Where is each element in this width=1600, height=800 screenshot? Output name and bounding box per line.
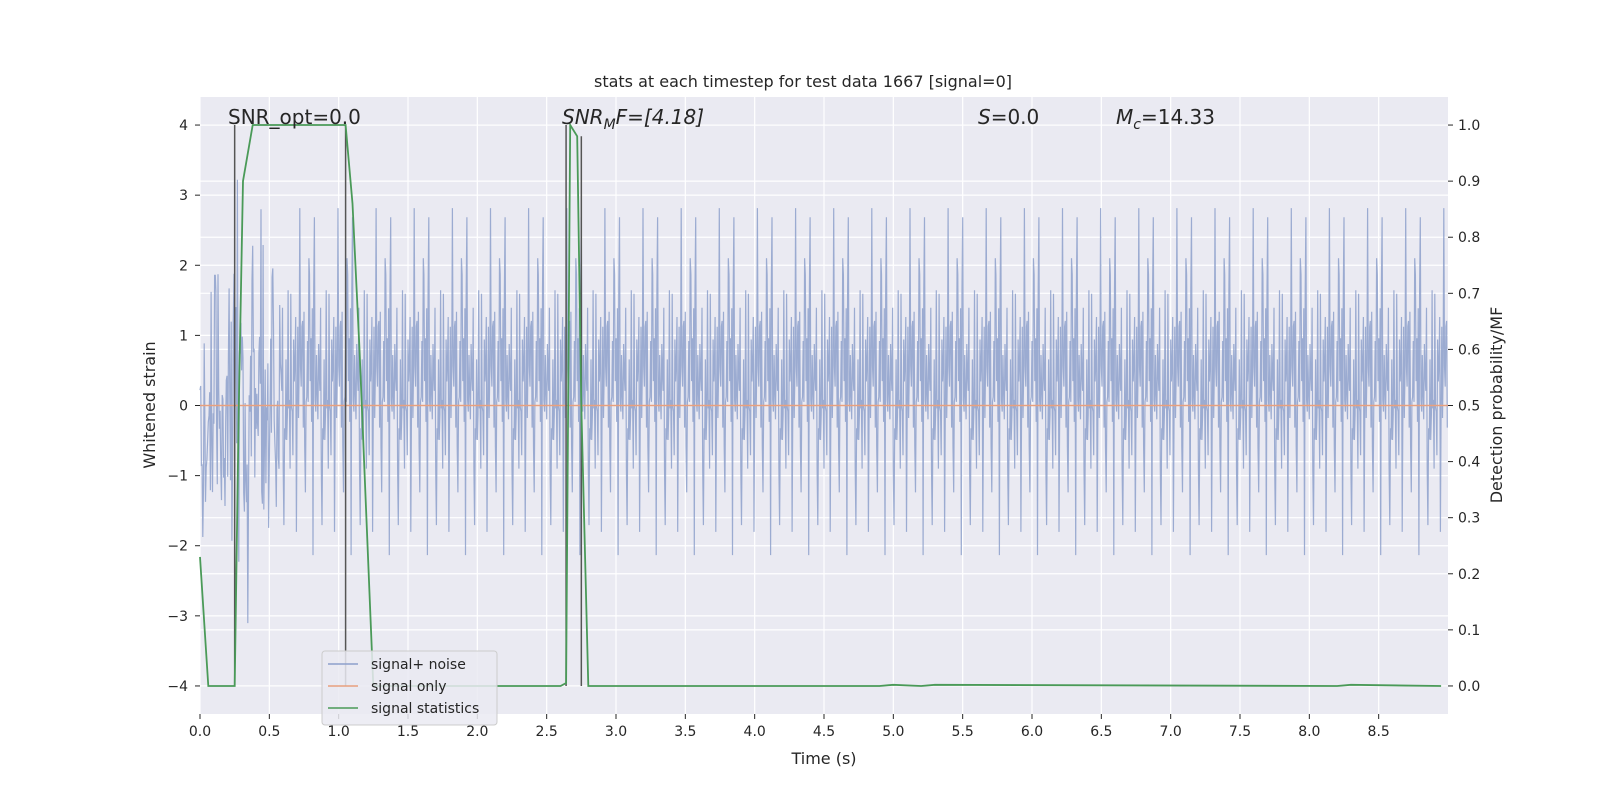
snr-opt-annotation: SNR_opt=0.0 [228,105,361,129]
x-tick-label: 3.5 [674,724,696,740]
x-tick-label: 3.0 [605,724,627,740]
signal-noise-series [199,179,1448,624]
left-y-tick-label: −4 [167,679,188,695]
right-y-axis-ticks: 1.0 0.9 0.8 0.7 0.6 0.5 0.4 0.3 0.2 0.1 0.0 [1448,118,1480,695]
mc-annotation: Mc=14.33 [1116,105,1215,133]
x-tick-label: 0.5 [258,724,280,740]
right-y-tick-label: 0.8 [1458,230,1480,246]
left-y-tick-label: 2 [179,258,188,274]
left-y-tick-label: 1 [179,328,188,344]
right-y-tick-label: 0.2 [1458,567,1480,583]
plot-area [199,97,1448,714]
x-tick-label: 5.5 [952,724,974,740]
s-annotation: S=0.0 [978,105,1039,129]
snr-mf-main: SNR [562,105,604,129]
mc-sub: c [1133,117,1141,133]
annotations: SNR_opt=0.0 SNRMF=[4.18] S=0.0 Mc=14.33 [228,105,1215,133]
x-tick-label: 8.0 [1298,724,1320,740]
x-tick-label: 6.5 [1090,724,1112,740]
mc-rest: =14.33 [1141,105,1215,129]
legend-label-signal-statistics: signal statistics [371,701,479,717]
right-y-tick-label: 0.6 [1458,342,1480,358]
right-y-tick-label: 0.5 [1458,399,1480,415]
x-tick-label: 1.5 [397,724,419,740]
s-main: S [978,105,991,129]
left-y-tick-label: −1 [167,469,188,485]
right-y-axis-label: Detection probability/MF [1487,307,1506,504]
right-y-tick-label: 0.7 [1458,286,1480,302]
s-rest: =0.0 [991,105,1040,129]
x-tick-label: 7.5 [1229,724,1251,740]
x-tick-label: 2.0 [466,724,488,740]
x-tick-label: 4.0 [744,724,766,740]
right-y-tick-label: 0.3 [1458,511,1480,527]
chart-title: stats at each timestep for test data 166… [594,72,1012,91]
x-tick-label: 6.0 [1021,724,1043,740]
legend-box [321,650,498,726]
left-y-tick-label: 0 [179,399,188,415]
x-tick-label: 4.5 [813,724,835,740]
right-y-tick-label: 1.0 [1458,118,1480,134]
left-y-tick-label: −2 [167,539,188,555]
left-y-tick-label: −3 [167,609,188,625]
left-y-tick-label: 4 [179,118,188,134]
x-tick-label: 1.0 [328,724,350,740]
right-y-tick-label: 0.4 [1458,455,1480,471]
snr-mf-rest: F=[4.18] [616,105,704,129]
right-y-tick-label: 0.9 [1458,174,1480,190]
legend-label-signal-only: signal only [371,679,446,695]
left-y-axis-ticks: 4 3 2 1 0 −1 −2 −3 −4 [167,118,200,695]
x-tick-label: 7.0 [1160,724,1182,740]
mc-main: M [1116,105,1133,129]
right-y-tick-label: 0.0 [1458,679,1480,695]
x-tick-label: 5.0 [882,724,904,740]
x-tick-label: 8.5 [1368,724,1390,740]
x-tick-label: 2.5 [536,724,558,740]
right-y-tick-label: 0.1 [1458,623,1480,639]
signal-noise-line [199,179,1448,624]
left-y-tick-label: 3 [179,188,188,204]
x-tick-label: 0.0 [189,724,211,740]
x-axis-label: Time (s) [790,749,856,768]
legend-label-signal-noise: signal+ noise [371,657,466,673]
snr-mf-sub: M [604,117,616,133]
x-axis-ticks: 0.0 0.5 1.0 1.5 2.0 2.5 3.0 3.5 4.0 4.5 5.0 5.5 6.0 6… [189,714,1390,740]
snr-mf-annotation: SNRMF=[4.18] [562,105,704,133]
left-y-axis-label: Whitened strain [140,341,159,468]
legend: signal+ noise signal only signal statist… [321,650,498,726]
